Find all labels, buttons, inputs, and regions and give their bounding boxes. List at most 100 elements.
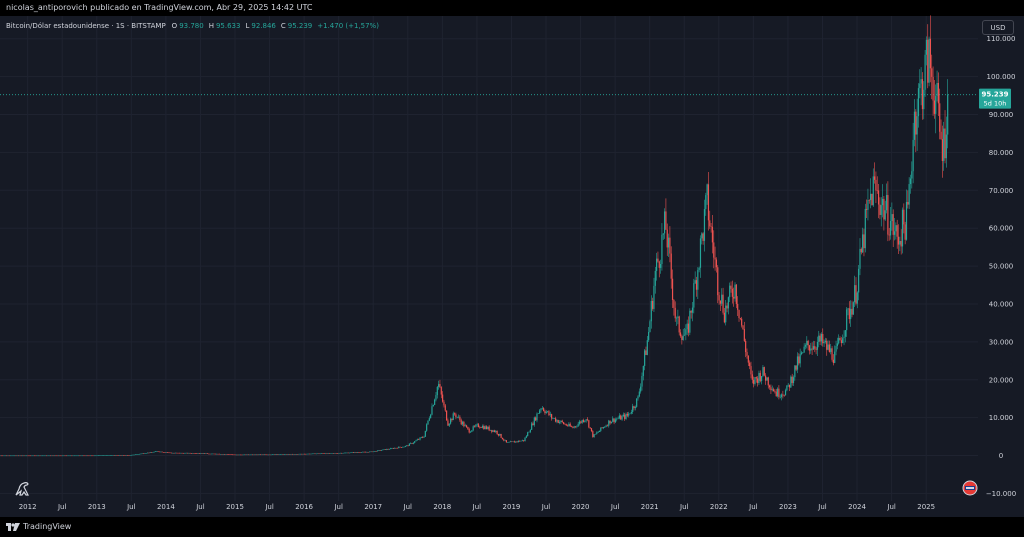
candle-body <box>52 455 54 457</box>
candle-body <box>205 453 207 454</box>
candle-body <box>485 426 488 430</box>
candle-body <box>306 453 308 455</box>
candle-body <box>794 365 796 378</box>
candle-body <box>730 285 732 289</box>
candle-body <box>228 454 230 455</box>
tradingview-logo[interactable]: TradingView <box>6 517 71 537</box>
candle-body <box>873 176 876 180</box>
candle-body <box>574 426 577 427</box>
candle-body <box>751 374 753 380</box>
candle-body <box>613 418 615 423</box>
candle-body <box>340 452 343 454</box>
candle-body <box>648 332 650 341</box>
candle-body <box>763 367 765 376</box>
candle-body <box>921 79 924 110</box>
candle-body <box>919 83 921 89</box>
candle-body <box>230 454 232 455</box>
candle-body <box>649 321 651 333</box>
candle-body <box>947 94 949 135</box>
candle-body <box>416 439 418 441</box>
candle-body <box>343 452 345 454</box>
candle-body <box>734 284 736 299</box>
candle-body <box>270 454 272 456</box>
candle-body <box>64 455 66 457</box>
candle-body <box>95 455 97 457</box>
candle-body <box>291 454 294 455</box>
bar-countdown: 5d 10h <box>984 100 1007 108</box>
candle-body <box>512 441 514 443</box>
candle-body <box>138 453 141 455</box>
candle-body <box>119 455 121 456</box>
candle-body <box>602 427 605 429</box>
candle-body <box>210 453 212 455</box>
candle-body <box>493 430 496 432</box>
x-tick-label: Jul <box>541 503 551 511</box>
candle-body <box>178 452 181 454</box>
candle-body <box>699 238 702 268</box>
candle-body <box>72 455 74 457</box>
symbol-legend[interactable]: Bitcoin/Dólar estadounidense · 1S · BITS… <box>6 22 379 30</box>
symbol-name[interactable]: Bitcoin/Dólar estadounidense · 1S · BITS… <box>6 22 166 30</box>
candle-body <box>551 414 553 419</box>
candle-body <box>815 348 817 350</box>
candle-body <box>100 455 102 456</box>
candle-body <box>372 451 375 453</box>
time-axis[interactable]: 2012 Jul 2013 Jul 2014 Jul 2015 Jul 2016 Jul 2017 J… <box>19 503 935 511</box>
candle-body <box>764 375 767 381</box>
candle-body <box>856 292 858 304</box>
candle-body <box>11 455 13 457</box>
candle-body <box>488 426 490 431</box>
candle-body <box>859 248 861 269</box>
candle-body <box>412 442 414 444</box>
currency-button[interactable]: USD <box>982 20 1014 35</box>
candle-body <box>394 447 396 449</box>
candle-body <box>625 413 627 419</box>
candle-body <box>418 439 420 441</box>
tradingview-icon <box>6 523 20 531</box>
candle-body <box>491 429 493 432</box>
dino-icon[interactable] <box>14 480 32 500</box>
candle-body <box>290 454 292 455</box>
price-axis[interactable]: 110.000 100.000 90.000 80.000 70.000 60.000 50… <box>986 35 1016 498</box>
candle-body <box>439 384 441 388</box>
candle-body <box>390 448 392 450</box>
candle-body <box>181 452 183 454</box>
candle-body <box>694 280 696 284</box>
candle-body <box>864 208 866 249</box>
candle-body <box>329 453 331 454</box>
candle-body <box>844 330 846 337</box>
candle-body <box>348 452 351 454</box>
candle-body <box>610 421 613 424</box>
candle-body <box>552 418 554 419</box>
candle-body <box>808 345 811 351</box>
candle-body <box>314 453 316 455</box>
candle-body <box>117 455 119 456</box>
footer: TradingView <box>0 517 1024 537</box>
candle-body <box>566 425 569 427</box>
x-tick-label: 2022 <box>710 503 728 511</box>
candle-body <box>500 433 502 438</box>
x-tick-label: 2017 <box>364 503 382 511</box>
candle-body <box>251 454 254 456</box>
candle-body <box>132 454 134 456</box>
x-tick-label: Jul <box>57 503 67 511</box>
candle-body <box>529 429 531 432</box>
us-flag-icon[interactable] <box>962 480 978 500</box>
candle-body <box>73 455 76 457</box>
x-tick-label: 2016 <box>295 503 313 511</box>
candle-body <box>352 452 355 453</box>
candle-body <box>638 391 640 397</box>
candle-body <box>689 310 691 333</box>
candle-body <box>822 334 824 344</box>
candle-body <box>678 316 680 333</box>
candle-body <box>912 139 914 172</box>
low-label: L <box>245 22 250 30</box>
candle-body <box>165 452 167 453</box>
candle-body <box>731 288 733 297</box>
candle-body <box>158 451 161 453</box>
candle-body <box>937 83 939 104</box>
candle-body <box>827 344 829 350</box>
candle-body <box>145 453 147 454</box>
candle-body <box>703 209 706 241</box>
